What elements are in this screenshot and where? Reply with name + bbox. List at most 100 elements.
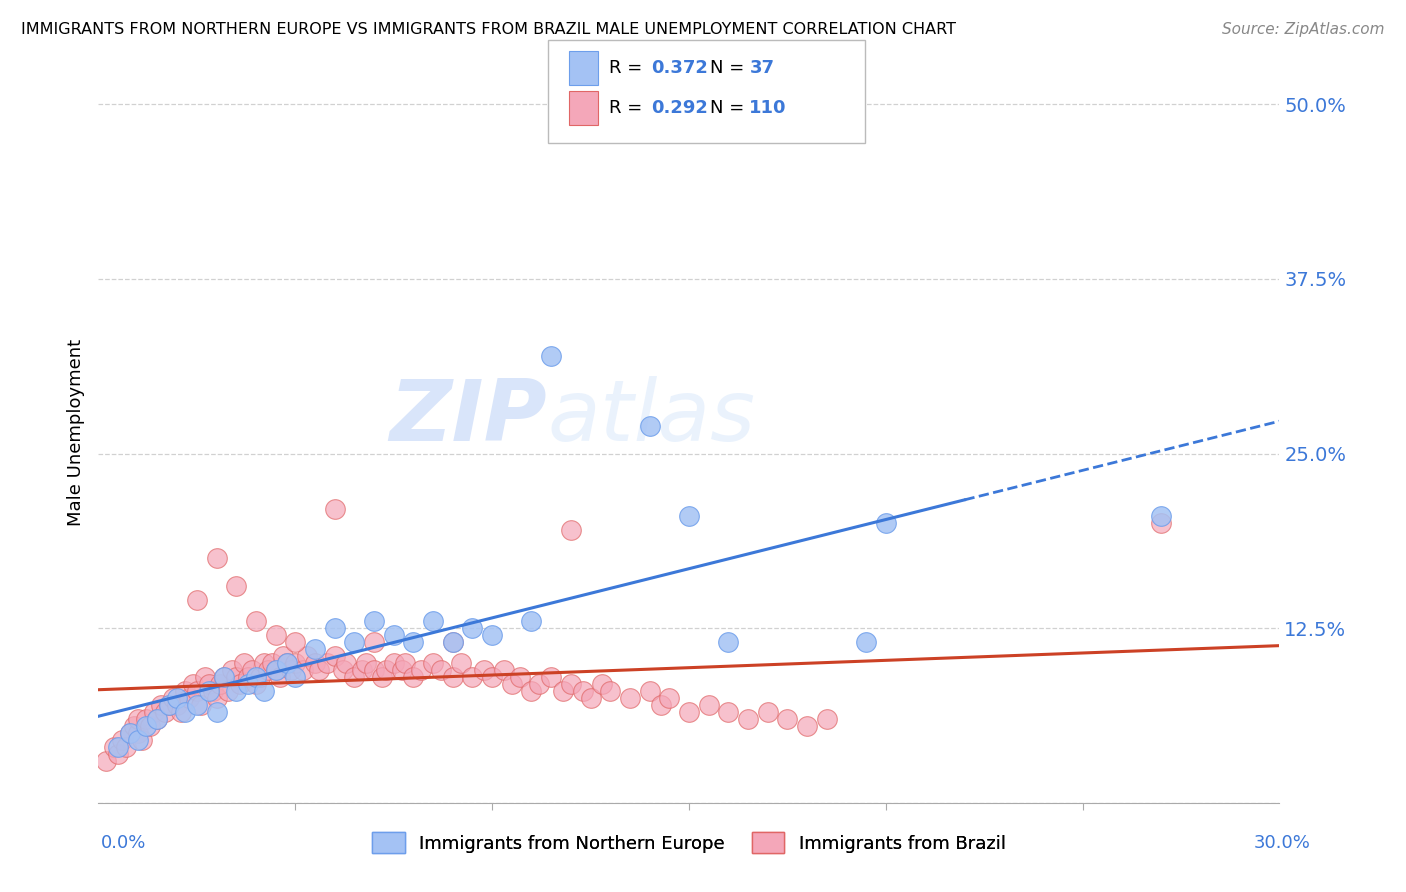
Text: 0.292: 0.292 — [651, 99, 707, 117]
Point — [155, 705, 177, 719]
Point — [205, 691, 228, 706]
Text: R =: R = — [609, 59, 648, 77]
Point — [717, 635, 740, 649]
Point — [717, 705, 740, 719]
Text: R =: R = — [609, 99, 648, 117]
Point — [295, 649, 318, 664]
Point — [441, 635, 464, 649]
Point — [264, 663, 287, 677]
Point — [197, 684, 219, 698]
Text: N =: N = — [710, 59, 749, 77]
Point — [221, 663, 243, 677]
Point — [225, 579, 247, 593]
Text: 30.0%: 30.0% — [1254, 834, 1310, 852]
Point — [509, 670, 531, 684]
Point — [127, 733, 149, 747]
Point — [1150, 516, 1173, 531]
Point — [118, 726, 141, 740]
Y-axis label: Male Unemployment: Male Unemployment — [66, 339, 84, 526]
Point — [323, 502, 346, 516]
Point — [166, 698, 188, 712]
Point — [111, 733, 134, 747]
Point — [157, 698, 180, 712]
Point — [650, 698, 672, 712]
Point — [540, 349, 562, 363]
Point — [103, 739, 125, 754]
Point — [560, 677, 582, 691]
Point — [658, 691, 681, 706]
Point — [245, 614, 267, 628]
Point — [162, 691, 184, 706]
Text: N =: N = — [710, 99, 749, 117]
Point — [697, 698, 720, 712]
Point — [304, 656, 326, 670]
Text: IMMIGRANTS FROM NORTHERN EUROPE VS IMMIGRANTS FROM BRAZIL MALE UNEMPLOYMENT CORR: IMMIGRANTS FROM NORTHERN EUROPE VS IMMIG… — [21, 22, 956, 37]
Point — [181, 677, 204, 691]
Point — [127, 712, 149, 726]
Point — [197, 677, 219, 691]
Text: Source: ZipAtlas.com: Source: ZipAtlas.com — [1222, 22, 1385, 37]
Point — [591, 677, 613, 691]
Point — [284, 670, 307, 684]
Text: 37: 37 — [749, 59, 775, 77]
Point — [501, 677, 523, 691]
Point — [131, 733, 153, 747]
Point — [186, 593, 208, 607]
Point — [450, 656, 472, 670]
Point — [422, 614, 444, 628]
Point — [382, 656, 405, 670]
Point — [492, 663, 515, 677]
Point — [205, 705, 228, 719]
Point — [214, 670, 236, 684]
Point — [186, 684, 208, 698]
Point — [214, 670, 236, 684]
Point — [855, 635, 877, 649]
Point — [253, 684, 276, 698]
Point — [391, 663, 413, 677]
Point — [225, 670, 247, 684]
Point — [245, 677, 267, 691]
Point — [560, 524, 582, 538]
Point — [540, 670, 562, 684]
Point — [269, 670, 291, 684]
Point — [236, 670, 259, 684]
Point — [249, 670, 271, 684]
Point — [138, 719, 160, 733]
Point — [276, 656, 298, 670]
Point — [371, 670, 394, 684]
Text: 0.372: 0.372 — [651, 59, 707, 77]
Point — [335, 656, 357, 670]
Point — [354, 656, 377, 670]
Point — [118, 726, 141, 740]
Point — [394, 656, 416, 670]
Point — [815, 712, 838, 726]
Point — [1150, 509, 1173, 524]
Point — [201, 684, 224, 698]
Point — [245, 670, 267, 684]
Point — [430, 663, 453, 677]
Point — [280, 663, 302, 677]
Point — [174, 705, 197, 719]
Point — [756, 705, 779, 719]
Point — [264, 628, 287, 642]
Point — [520, 614, 543, 628]
Legend: Immigrants from Northern Europe, Immigrants from Brazil: Immigrants from Northern Europe, Immigra… — [366, 825, 1012, 861]
Point — [472, 663, 495, 677]
Point — [875, 516, 897, 531]
Point — [571, 684, 593, 698]
Point — [209, 677, 232, 691]
Point — [441, 670, 464, 684]
Point — [402, 670, 425, 684]
Point — [481, 670, 503, 684]
Point — [308, 663, 330, 677]
Point — [142, 705, 165, 719]
Point — [256, 663, 278, 677]
Point — [276, 656, 298, 670]
Point — [186, 698, 208, 712]
Point — [205, 551, 228, 566]
Point — [374, 663, 396, 677]
Point — [638, 418, 661, 433]
Point — [264, 663, 287, 677]
Point — [638, 684, 661, 698]
Point — [352, 663, 374, 677]
